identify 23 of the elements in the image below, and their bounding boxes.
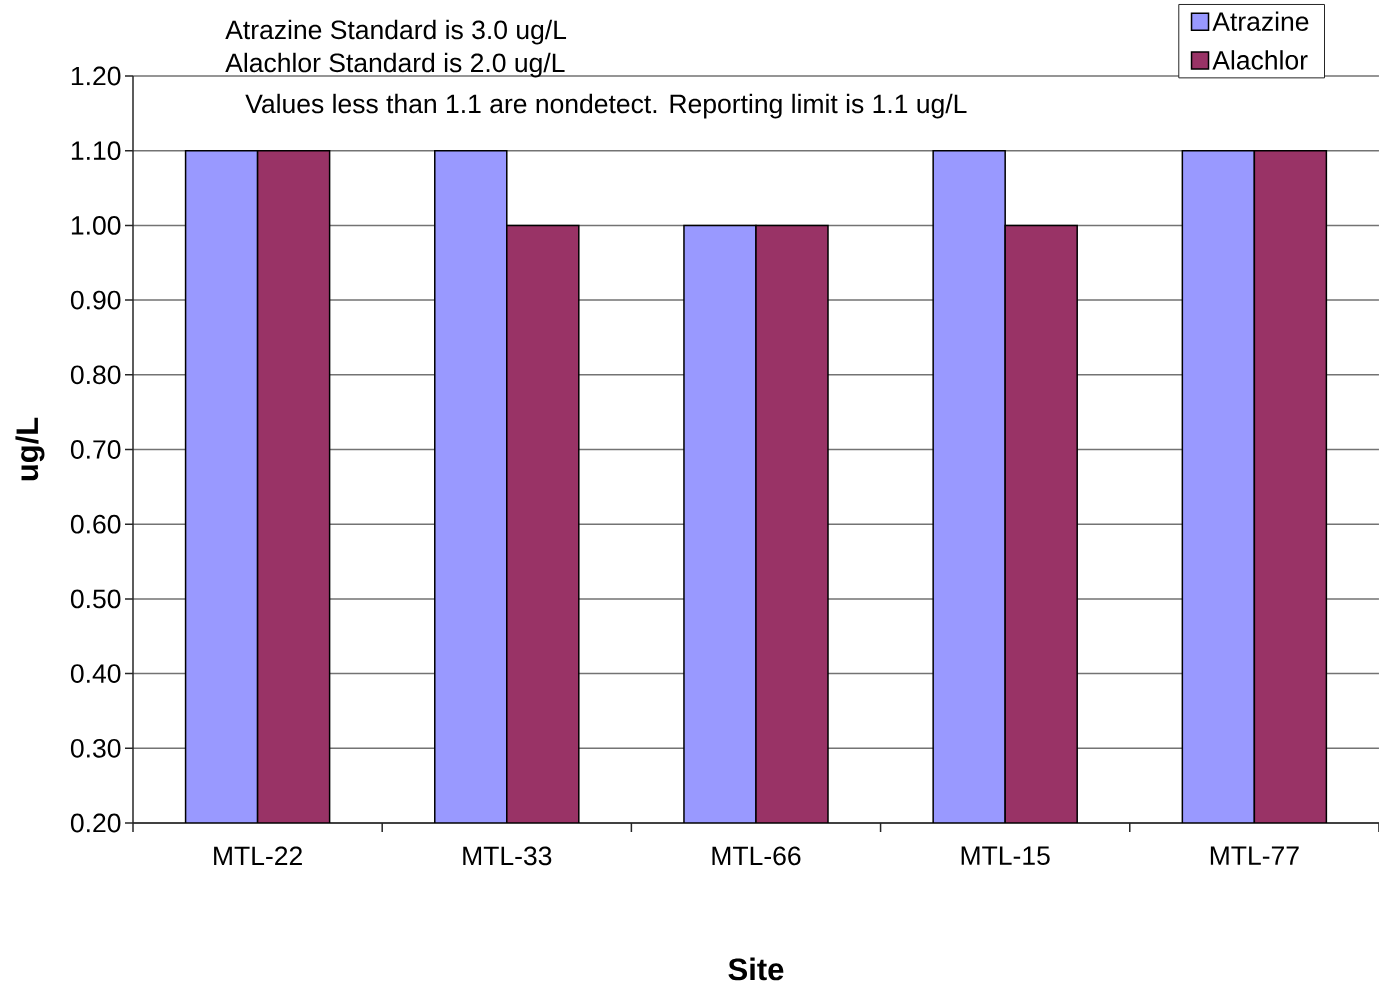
text: Atrazine Standard is 3.0 ug/L (225, 19, 567, 45)
y-tick-label: 0.50 (70, 589, 121, 609)
x-tick-label: MTL-77 (1210, 846, 1299, 865)
x-tick-label: MTL-15 (961, 846, 1050, 866)
y-tick-label: 0.60 (70, 514, 121, 534)
y-tick-label: 0.30 (70, 738, 121, 758)
y-tick-label: 0.20 (70, 813, 121, 833)
y-tick-label: 0.70 (70, 440, 121, 459)
x-tick-label: MTL-33 (463, 846, 552, 866)
annotation: Values less than 1.1 are nondetect. Reporting limit is 1.1 ug/L (245, 93, 967, 119)
y-tick-label: 0.40 (70, 664, 121, 683)
y-tick-label: 0.80 (70, 365, 121, 385)
y-tick-label: 0.90 (70, 290, 121, 310)
x-tick-label: MTL-66 (712, 846, 801, 866)
x-tick-label: MTL-22 (214, 846, 302, 866)
y-tick-label: 1.00 (71, 216, 121, 235)
legend-label: Alachlor (1212, 50, 1308, 70)
x-axis-title: Site (728, 957, 784, 981)
y-axis-title: ug/L (15, 417, 45, 481)
y-tick-label: 1.20 (71, 66, 121, 86)
annotation: Alachlor Standard is 2.0 ug/L (225, 52, 565, 78)
legend-label: Atrazine (1212, 11, 1309, 31)
y-tick-label: 1.10 (71, 141, 121, 161)
